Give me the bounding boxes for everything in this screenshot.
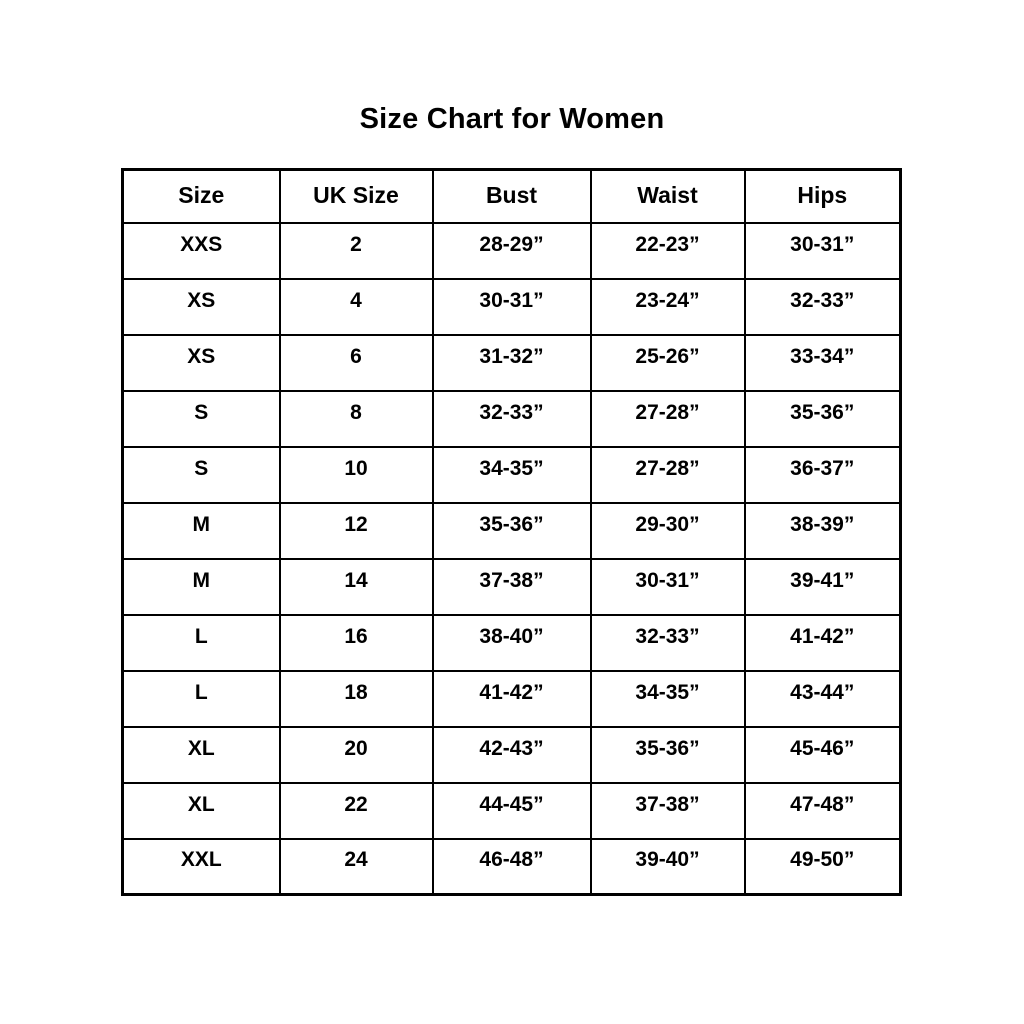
cell-hips: 35-36” <box>743 389 902 448</box>
cell-hips: 30-31” <box>743 221 902 280</box>
cell-hips: 47-48” <box>743 781 902 840</box>
cell-hips: 45-46” <box>743 725 902 784</box>
page-title: Size Chart for Women <box>359 103 665 135</box>
cell-size: XS <box>121 277 281 336</box>
cell-bust: 28-29” <box>431 221 592 280</box>
cell-size: L <box>121 669 281 728</box>
cell-bust: 34-35” <box>431 445 592 504</box>
table-row: M 14 37-38” 30-31” 39-41” <box>121 557 902 616</box>
column-header-size: Size <box>121 168 281 224</box>
column-header-bust: Bust <box>431 168 592 224</box>
cell-size: L <box>121 613 281 672</box>
table-row: XXS 2 28-29” 22-23” 30-31” <box>121 221 902 280</box>
cell-hips: 33-34” <box>743 333 902 392</box>
table-row: L 16 38-40” 32-33” 41-42” <box>121 613 902 672</box>
cell-hips: 43-44” <box>743 669 902 728</box>
cell-size: M <box>121 557 281 616</box>
cell-waist: 32-33” <box>589 613 746 672</box>
cell-waist: 39-40” <box>589 837 746 896</box>
cell-bust: 31-32” <box>431 333 592 392</box>
cell-hips: 39-41” <box>743 557 902 616</box>
table-row: XL 22 44-45” 37-38” 47-48” <box>121 781 902 840</box>
cell-uk-size: 12 <box>278 501 434 560</box>
column-header-hips: Hips <box>743 168 902 224</box>
table-row: XS 6 31-32” 25-26” 33-34” <box>121 333 902 392</box>
cell-hips: 36-37” <box>743 445 902 504</box>
cell-size: XL <box>121 781 281 840</box>
cell-bust: 38-40” <box>431 613 592 672</box>
table-row: XXL 24 46-48” 39-40” 49-50” <box>121 837 902 896</box>
cell-bust: 32-33” <box>431 389 592 448</box>
cell-uk-size: 8 <box>278 389 434 448</box>
column-header-uk-size: UK Size <box>278 168 434 224</box>
cell-uk-size: 6 <box>278 333 434 392</box>
cell-waist: 34-35” <box>589 669 746 728</box>
cell-waist: 37-38” <box>589 781 746 840</box>
cell-bust: 41-42” <box>431 669 592 728</box>
header-row: Size UK Size Bust Waist Hips <box>121 168 902 224</box>
cell-uk-size: 4 <box>278 277 434 336</box>
cell-size: XXL <box>121 837 281 896</box>
cell-bust: 37-38” <box>431 557 592 616</box>
cell-bust: 46-48” <box>431 837 592 896</box>
table-row: XL 20 42-43” 35-36” 45-46” <box>121 725 902 784</box>
cell-size: XL <box>121 725 281 784</box>
cell-waist: 23-24” <box>589 277 746 336</box>
column-header-waist: Waist <box>589 168 746 224</box>
cell-size: XS <box>121 333 281 392</box>
cell-size: XXS <box>121 221 281 280</box>
table-row: L 18 41-42” 34-35” 43-44” <box>121 669 902 728</box>
cell-hips: 38-39” <box>743 501 902 560</box>
cell-bust: 35-36” <box>431 501 592 560</box>
cell-hips: 32-33” <box>743 277 902 336</box>
cell-uk-size: 24 <box>278 837 434 896</box>
table-row: M 12 35-36” 29-30” 38-39” <box>121 501 902 560</box>
cell-waist: 27-28” <box>589 389 746 448</box>
cell-waist: 30-31” <box>589 557 746 616</box>
cell-size: S <box>121 389 281 448</box>
cell-uk-size: 14 <box>278 557 434 616</box>
cell-bust: 44-45” <box>431 781 592 840</box>
cell-waist: 25-26” <box>589 333 746 392</box>
cell-uk-size: 16 <box>278 613 434 672</box>
table-body: XXS 2 28-29” 22-23” 30-31” XS 4 30-31” 23-24” 32-… <box>121 221 902 896</box>
cell-waist: 27-28” <box>589 445 746 504</box>
cell-hips: 41-42” <box>743 613 902 672</box>
cell-uk-size: 20 <box>278 725 434 784</box>
table-header: Size UK Size Bust Waist Hips <box>121 168 902 224</box>
cell-uk-size: 10 <box>278 445 434 504</box>
table-row: S 10 34-35” 27-28” 36-37” <box>121 445 902 504</box>
table-row: XS 4 30-31” 23-24” 32-33” <box>121 277 902 336</box>
cell-bust: 30-31” <box>431 277 592 336</box>
cell-waist: 29-30” <box>589 501 746 560</box>
cell-bust: 42-43” <box>431 725 592 784</box>
cell-uk-size: 22 <box>278 781 434 840</box>
cell-waist: 22-23” <box>589 221 746 280</box>
cell-size: M <box>121 501 281 560</box>
cell-hips: 49-50” <box>743 837 902 896</box>
table-row: S 8 32-33” 27-28” 35-36” <box>121 389 902 448</box>
cell-waist: 35-36” <box>589 725 746 784</box>
size-chart-table: Size UK Size Bust Waist Hips XXS 2 28-29” 22-23… <box>121 168 902 896</box>
cell-uk-size: 2 <box>278 221 434 280</box>
cell-size: S <box>121 445 281 504</box>
cell-uk-size: 18 <box>278 669 434 728</box>
